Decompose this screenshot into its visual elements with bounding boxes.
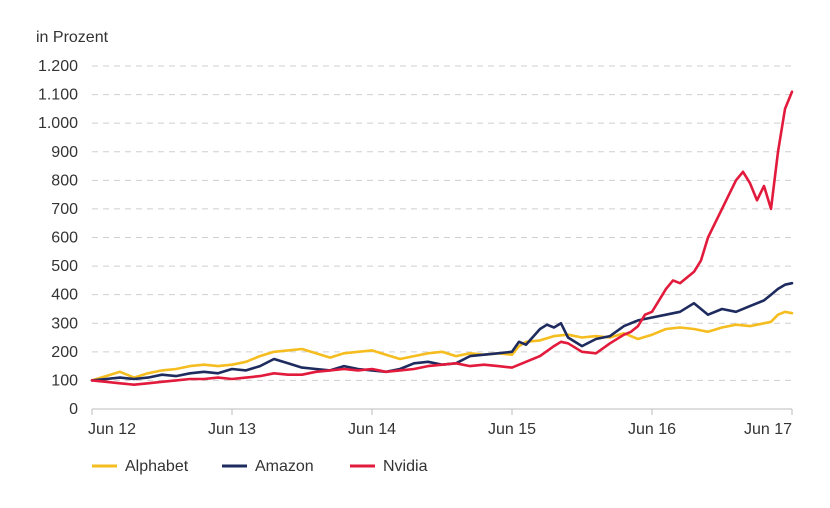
y-tick-label: 800 — [51, 172, 78, 189]
x-tick-label: Jun 14 — [348, 421, 396, 438]
y-tick-label: 600 — [51, 230, 78, 247]
y-tick-label: 1.000 — [38, 115, 78, 132]
y-tick-label: 900 — [51, 144, 78, 161]
x-tick-label: Jun 16 — [628, 421, 676, 438]
legend-label-alphabet: Alphabet — [125, 458, 189, 475]
y-tick-labels: 0 100 200 300 400 500 600 700 800 900 1.000 1.100 1.… — [38, 58, 78, 418]
y-tick-label: 1.100 — [38, 87, 78, 104]
y-tick-label: 500 — [51, 258, 78, 275]
y-tick-label: 200 — [51, 344, 78, 361]
y-axis-label: in Prozent — [36, 29, 109, 46]
series-line-amazon — [90, 281, 794, 382]
y-tick-label: 100 — [51, 372, 78, 389]
x-tick-label: Jun 15 — [488, 421, 536, 438]
y-tick-label: 0 — [69, 401, 78, 418]
legend-label-amazon: Amazon — [255, 458, 314, 475]
x-tick-label: Jun 13 — [208, 421, 256, 438]
x-tick-label: Jun 12 — [88, 421, 136, 438]
series-line-alphabet — [90, 310, 794, 382]
y-tick-label: 1.200 — [38, 58, 78, 75]
legend: Alphabet Amazon Nvidia — [92, 458, 428, 475]
y-tick-label: 700 — [51, 201, 78, 218]
y-tick-label: 300 — [51, 315, 78, 332]
legend-label-nvidia: Nvidia — [383, 458, 428, 475]
x-tick-labels: Jun 12 Jun 13 Jun 14 Jun 15 Jun 16 Jun 17 — [88, 409, 793, 438]
x-tick-label: Jun 17 — [744, 421, 792, 438]
series-lines — [90, 90, 794, 387]
grid-lines — [92, 65, 792, 410]
series-line-nvidia — [90, 90, 794, 387]
y-tick-label: 400 — [51, 287, 78, 304]
